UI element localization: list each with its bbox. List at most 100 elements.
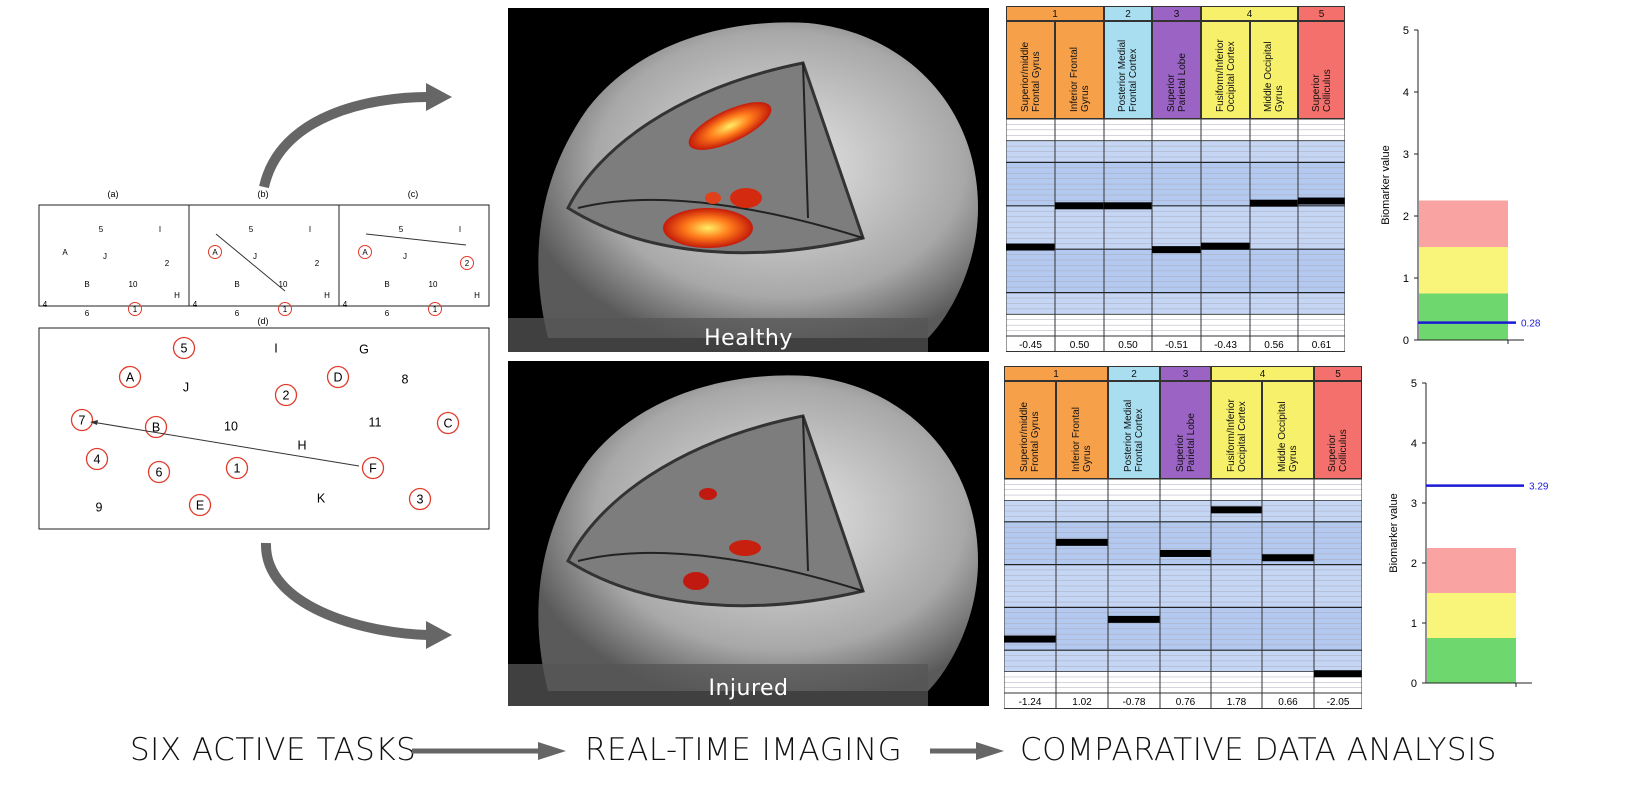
region-value-label: 0.50 <box>1118 340 1138 351</box>
target-circle <box>70 408 94 432</box>
region-value-bar <box>1262 554 1314 562</box>
region-group-4: 4 <box>1211 366 1314 381</box>
y-tick-label: 5 <box>1403 25 1409 37</box>
region-column-label: Superior/middle Frontal Gyrus <box>1019 401 1041 472</box>
target-circle <box>188 493 212 517</box>
region-column-label: Fusiform/Inferior Occipital Cortex <box>1225 399 1248 472</box>
region-value-label: -2.05 <box>1327 697 1350 708</box>
region-column-label: Fusiform/Inferior Occipital Cortex <box>1214 39 1237 112</box>
y-tick-label: 0 <box>1411 678 1417 690</box>
injured-label: Injured <box>708 676 789 701</box>
region-group-2: 2 <box>1104 6 1152 21</box>
task-item: B <box>152 421 160 435</box>
task-item: F <box>369 462 377 476</box>
target-circle <box>225 456 249 480</box>
brain-render-injured <box>508 375 978 706</box>
task-panel-b <box>188 204 340 307</box>
curved-arrows <box>259 83 452 649</box>
task-item: I <box>274 342 277 356</box>
y-tick-label: 0 <box>1403 335 1409 347</box>
biomarker-value-label: 3.29 <box>1529 482 1549 493</box>
task-item: 1 <box>234 462 241 476</box>
task-item: 1 <box>283 305 288 314</box>
task-item: 2 <box>465 259 470 268</box>
arrowhead-down <box>426 621 452 649</box>
region-value-bar <box>1160 549 1211 557</box>
region-group-5: 5 <box>1298 6 1345 21</box>
trail-line-c <box>365 233 467 246</box>
region-value-bar <box>1211 506 1262 514</box>
task-item: H <box>324 291 330 300</box>
task-item: 10 <box>429 280 438 289</box>
region-value-label: 0.66 <box>1278 697 1298 708</box>
y-tick-label: 1 <box>1411 618 1417 630</box>
region-value-bar <box>1298 197 1345 205</box>
step-real-time-imaging: REAL-TIME IMAGING <box>585 732 903 768</box>
region-value-label: 0.61 <box>1312 340 1332 351</box>
y-tick-label: 2 <box>1403 211 1409 223</box>
task-item: 4 <box>94 453 101 467</box>
region-value-label: -0.78 <box>1123 697 1146 708</box>
task-item: 6 <box>85 309 90 318</box>
task-item: 5 <box>249 225 254 234</box>
task-item: 8 <box>402 373 409 387</box>
task-item: 11 <box>369 416 382 430</box>
region-group-2: 2 <box>1108 366 1160 381</box>
y-tick-label: 4 <box>1411 438 1417 450</box>
biomarker-value-label: 0.28 <box>1521 319 1541 330</box>
region-column-label: Superior Colliculus <box>1310 69 1333 112</box>
task-item: J <box>403 252 407 261</box>
target-circle <box>326 365 350 389</box>
region-value-bar <box>1004 635 1056 643</box>
target-circle <box>208 245 222 259</box>
target-circle <box>278 302 292 316</box>
y-tick-label: 5 <box>1411 378 1417 390</box>
target-circle <box>144 415 168 439</box>
region-value-label: -1.24 <box>1019 697 1042 708</box>
task-item: 1 <box>433 305 438 314</box>
curved-arrow-up <box>259 92 429 189</box>
task-item: 6 <box>385 309 390 318</box>
region-column-header: Posterior Medial Frontal Cortex <box>1104 21 1152 119</box>
region-column-header: Superior Parietal Lobe <box>1160 381 1211 479</box>
task-item: 4 <box>43 300 48 309</box>
target-circle <box>118 365 142 389</box>
trail-line-d <box>91 421 360 467</box>
region-column-header: Superior/middle Frontal Gyrus <box>1006 21 1055 119</box>
region-group-1: 1 <box>1004 366 1108 381</box>
region-column-header: Superior Parietal Lobe <box>1152 21 1201 119</box>
region-column-header: Superior Colliculus <box>1298 21 1345 119</box>
task-item: J <box>183 381 189 395</box>
region-column-label: Superior Colliculus <box>1327 429 1349 472</box>
y-axis-label: Biomarker value <box>1388 493 1400 572</box>
y-tick-label: 2 <box>1411 558 1417 570</box>
region-value-label: 0.76 <box>1176 697 1196 708</box>
y-tick-label: 3 <box>1403 149 1409 161</box>
region-value-bar <box>1201 242 1250 250</box>
risk-band <box>1419 247 1508 294</box>
task-item: H <box>474 291 480 300</box>
region-value-label: -0.43 <box>1214 340 1237 351</box>
task-item: H <box>297 439 306 453</box>
region-value-label: 1.02 <box>1072 697 1092 708</box>
target-circle <box>428 302 442 316</box>
task-item: I <box>159 225 161 234</box>
region-value-bar <box>1104 202 1152 210</box>
region-group-3: 3 <box>1160 366 1211 381</box>
region-value-bar <box>1314 670 1362 678</box>
target-circle <box>361 456 385 480</box>
region-column-header: Inferior Frontal Gyrus <box>1056 381 1108 479</box>
task-item: J <box>103 252 107 261</box>
task-item: E <box>196 499 204 513</box>
region-column-label: Middle Occipital Gyrus <box>1263 41 1285 112</box>
risk-band <box>1427 593 1516 638</box>
risk-band <box>1427 548 1516 593</box>
region-column-label: Posterior Medial Frontal Cortex <box>1123 399 1145 472</box>
y-tick-label: 3 <box>1411 498 1417 510</box>
region-value-bar <box>1056 538 1108 546</box>
region-values-grid: -0.45 0.50 0.50 -0.51 -0.43 0.56 0.61 <box>1006 119 1345 352</box>
region-value-bar <box>1108 615 1160 623</box>
region-column-header: Middle Occipital Gyrus <box>1250 21 1298 119</box>
task-item: I <box>459 225 461 234</box>
task-item: 3 <box>417 493 424 507</box>
